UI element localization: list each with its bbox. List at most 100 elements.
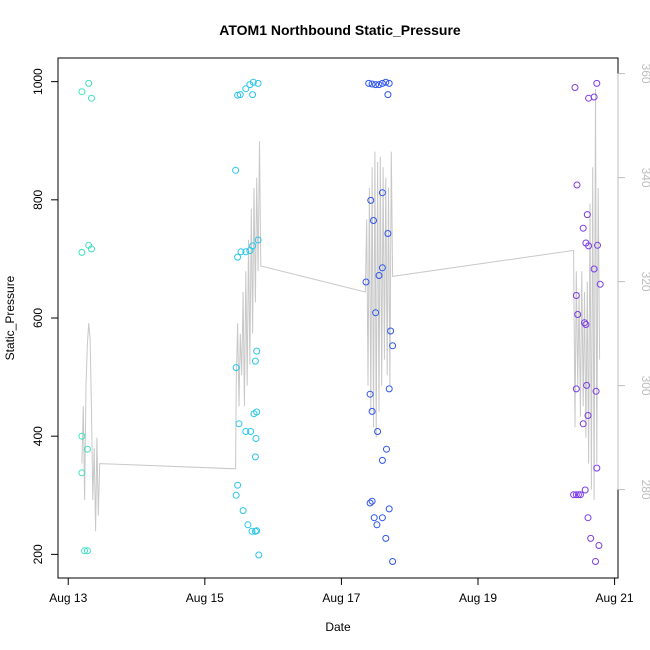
data-point bbox=[367, 196, 375, 204]
data-point bbox=[366, 390, 374, 398]
y2-tick-label: 320 bbox=[639, 272, 650, 292]
x-tick-label: Aug 13 bbox=[49, 591, 87, 605]
data-point bbox=[572, 292, 580, 299]
data-point bbox=[232, 166, 240, 174]
data-point bbox=[384, 91, 392, 99]
data-point bbox=[254, 79, 262, 87]
data-point bbox=[253, 527, 261, 535]
data-point bbox=[244, 521, 252, 529]
data-point bbox=[389, 342, 397, 350]
data-point bbox=[592, 387, 600, 395]
data-point bbox=[581, 486, 589, 494]
x-axis-label: Date bbox=[325, 620, 351, 634]
data-point bbox=[584, 514, 592, 522]
data-point bbox=[375, 81, 383, 89]
data-point bbox=[251, 357, 259, 365]
data-point bbox=[581, 319, 588, 327]
data-point bbox=[378, 514, 386, 522]
data-point bbox=[234, 91, 242, 99]
plot-frame bbox=[57, 57, 619, 579]
data-point bbox=[78, 469, 86, 477]
data-point bbox=[368, 497, 376, 505]
data-point bbox=[593, 464, 601, 472]
data-point bbox=[576, 491, 584, 499]
data-point bbox=[88, 245, 95, 253]
data-point bbox=[385, 79, 393, 87]
data-point bbox=[252, 435, 260, 442]
y-tick-label: 600 bbox=[31, 308, 45, 328]
x-axis: Aug 13 Aug 15 Aug 17 Aug 19 Aug 21 bbox=[49, 577, 634, 605]
data-point bbox=[239, 507, 247, 515]
data-point bbox=[585, 94, 593, 102]
data-point bbox=[596, 280, 604, 288]
data-point bbox=[570, 491, 578, 499]
data-point bbox=[81, 547, 89, 555]
y-tick-label: 1000 bbox=[31, 68, 45, 95]
data-point bbox=[572, 491, 580, 499]
data-point bbox=[583, 381, 591, 389]
data-point bbox=[249, 242, 257, 250]
data-point bbox=[383, 445, 390, 453]
data-point bbox=[366, 499, 374, 507]
y-axis-label: Static_Pressure bbox=[3, 275, 17, 360]
data-point bbox=[78, 88, 86, 96]
y-tick-label: 800 bbox=[31, 189, 45, 209]
data-point bbox=[572, 385, 580, 393]
data-point bbox=[378, 456, 386, 464]
data-point bbox=[237, 248, 245, 256]
data-point bbox=[85, 79, 93, 87]
data-point bbox=[382, 534, 390, 542]
data-point bbox=[585, 242, 593, 250]
data-point bbox=[382, 78, 390, 86]
data-point bbox=[368, 80, 376, 88]
data-point bbox=[255, 551, 263, 559]
data-point bbox=[253, 347, 261, 355]
data-point bbox=[372, 309, 380, 317]
data-point bbox=[595, 542, 603, 549]
data-point bbox=[378, 79, 386, 87]
data-point bbox=[384, 230, 392, 237]
data-point bbox=[587, 534, 595, 542]
y2-tick-label: 360 bbox=[639, 64, 650, 84]
data-point bbox=[582, 321, 590, 328]
data-point bbox=[574, 491, 582, 499]
data-point bbox=[232, 491, 240, 499]
data-point bbox=[370, 217, 377, 224]
y2-tick-label: 340 bbox=[639, 168, 650, 188]
data-point bbox=[389, 558, 397, 565]
data-point bbox=[374, 428, 382, 435]
secondary-line-layer bbox=[81, 89, 601, 532]
y-tick-label: 200 bbox=[31, 544, 45, 564]
data-point bbox=[594, 241, 601, 249]
y2-tick-label: 280 bbox=[639, 480, 650, 500]
data-point bbox=[247, 428, 255, 435]
data-point bbox=[368, 407, 376, 415]
y2-axis-right: 280 300 320 340 360 bbox=[617, 64, 650, 500]
chart-title: ATOM1 Northbound Static_Pressure bbox=[219, 22, 461, 38]
y2-tick-label: 300 bbox=[639, 376, 650, 396]
data-point bbox=[83, 445, 91, 453]
data-point bbox=[242, 248, 250, 256]
data-point bbox=[249, 78, 257, 86]
data-point bbox=[242, 428, 250, 435]
data-point bbox=[590, 265, 598, 273]
data-point bbox=[251, 453, 259, 461]
data-point bbox=[254, 236, 262, 244]
data-point bbox=[88, 94, 95, 102]
data-point bbox=[234, 253, 242, 261]
data-point bbox=[78, 432, 86, 440]
data-point bbox=[235, 420, 243, 428]
data-point bbox=[234, 481, 242, 489]
data-point bbox=[378, 264, 386, 272]
data-point bbox=[378, 189, 386, 197]
x-tick-label: Aug 21 bbox=[596, 591, 634, 605]
x-tick-label: Aug 17 bbox=[322, 591, 360, 605]
data-point bbox=[373, 521, 381, 529]
data-point bbox=[232, 364, 240, 372]
data-point bbox=[372, 81, 380, 89]
data-point bbox=[387, 327, 395, 335]
data-point bbox=[365, 79, 373, 87]
data-point bbox=[584, 412, 592, 419]
data-point bbox=[574, 311, 582, 318]
